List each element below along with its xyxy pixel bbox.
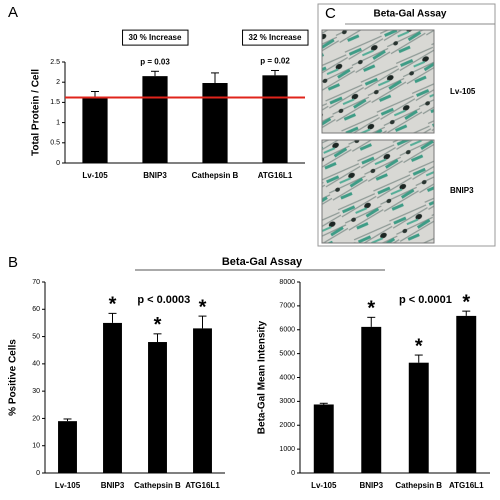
y-tick-label: 10	[32, 443, 40, 450]
group-title: Beta-Gal Assay	[222, 256, 303, 268]
y-tick-label: 1000	[279, 446, 295, 453]
bar	[148, 342, 167, 473]
x-tick-label: Cathepsin B	[192, 171, 239, 180]
annotation: p < 0.0003	[137, 294, 190, 306]
y-tick-label: 60	[32, 306, 40, 313]
y-tick-label: 8000	[279, 279, 295, 286]
significance-marker: *	[154, 314, 162, 336]
panel-c-title: Beta-Gal Assay	[374, 9, 447, 20]
x-tick-label: Cathepsin B	[395, 481, 442, 490]
y-tick-label: 2.5	[50, 59, 60, 66]
y-axis-label: % Positive Cells	[8, 339, 19, 416]
panel-label: C	[325, 5, 336, 22]
y-tick-label: 0	[291, 470, 295, 477]
significance-marker: *	[415, 335, 423, 357]
x-tick-label: Lv-105	[82, 171, 108, 180]
x-tick-label: BNIP3	[143, 171, 167, 180]
x-tick-label: ATG16L1	[258, 171, 293, 180]
label-box	[242, 29, 309, 46]
y-axis-label: Total Protein / Cell	[31, 69, 42, 156]
y-tick-label: 0	[36, 470, 40, 477]
significance-marker: *	[199, 296, 207, 318]
y-tick-label: 50	[32, 333, 40, 340]
y-tick-label: 2000	[279, 422, 295, 429]
bar	[58, 421, 77, 473]
y-tick-label: 3000	[279, 398, 295, 405]
bar	[361, 326, 382, 473]
bar	[193, 328, 212, 473]
panel-c-frame	[317, 3, 496, 247]
x-tick-label: ATG16L1	[185, 481, 220, 490]
micrograph	[321, 139, 435, 244]
y-tick-label: 0	[56, 160, 60, 167]
x-tick-label: Lv-105	[55, 481, 81, 490]
p-value-label: p = 0.02	[260, 57, 290, 66]
p-value-label: p = 0.03	[140, 57, 170, 66]
image-label: BNIP3	[450, 186, 474, 195]
bar	[142, 76, 168, 163]
y-tick-label: 4000	[279, 374, 295, 381]
x-tick-label: BNIP3	[101, 481, 125, 490]
x-tick-label: Lv-105	[311, 481, 337, 490]
bar	[313, 404, 334, 473]
micrograph	[321, 29, 435, 134]
panel-label: A	[8, 4, 18, 21]
label-box	[122, 29, 189, 46]
bar	[82, 97, 108, 163]
bar	[456, 315, 477, 473]
y-tick-label: 30	[32, 388, 40, 395]
y-axis-label: Beta-Gal Mean Intensity	[257, 320, 268, 434]
panel-label: B	[8, 254, 18, 271]
significance-marker: *	[462, 291, 470, 313]
y-tick-label: 1	[56, 119, 60, 126]
bar	[202, 83, 228, 163]
y-tick-label: 20	[32, 415, 40, 422]
y-tick-label: 7000	[279, 303, 295, 310]
y-tick-label: 1.5	[50, 99, 60, 106]
y-tick-label: 0.5	[50, 140, 60, 147]
annotation: p < 0.0001	[399, 294, 452, 306]
y-tick-label: 40	[32, 361, 40, 368]
x-tick-label: ATG16L1	[449, 481, 484, 490]
image-label: Lv-105	[450, 87, 476, 96]
boxed-label: 32 % Increase	[249, 33, 302, 42]
x-tick-label: Cathepsin B	[134, 481, 181, 490]
y-tick-label: 70	[32, 279, 40, 286]
significance-marker: *	[367, 298, 375, 320]
y-tick-label: 2	[56, 79, 60, 86]
bar	[103, 322, 122, 473]
bar	[408, 362, 429, 473]
y-tick-label: 5000	[279, 350, 295, 357]
y-tick-label: 6000	[279, 327, 295, 334]
significance-marker: *	[109, 294, 117, 316]
x-tick-label: BNIP3	[359, 481, 383, 490]
boxed-label: 30 % Increase	[129, 33, 182, 42]
bar	[262, 75, 288, 163]
